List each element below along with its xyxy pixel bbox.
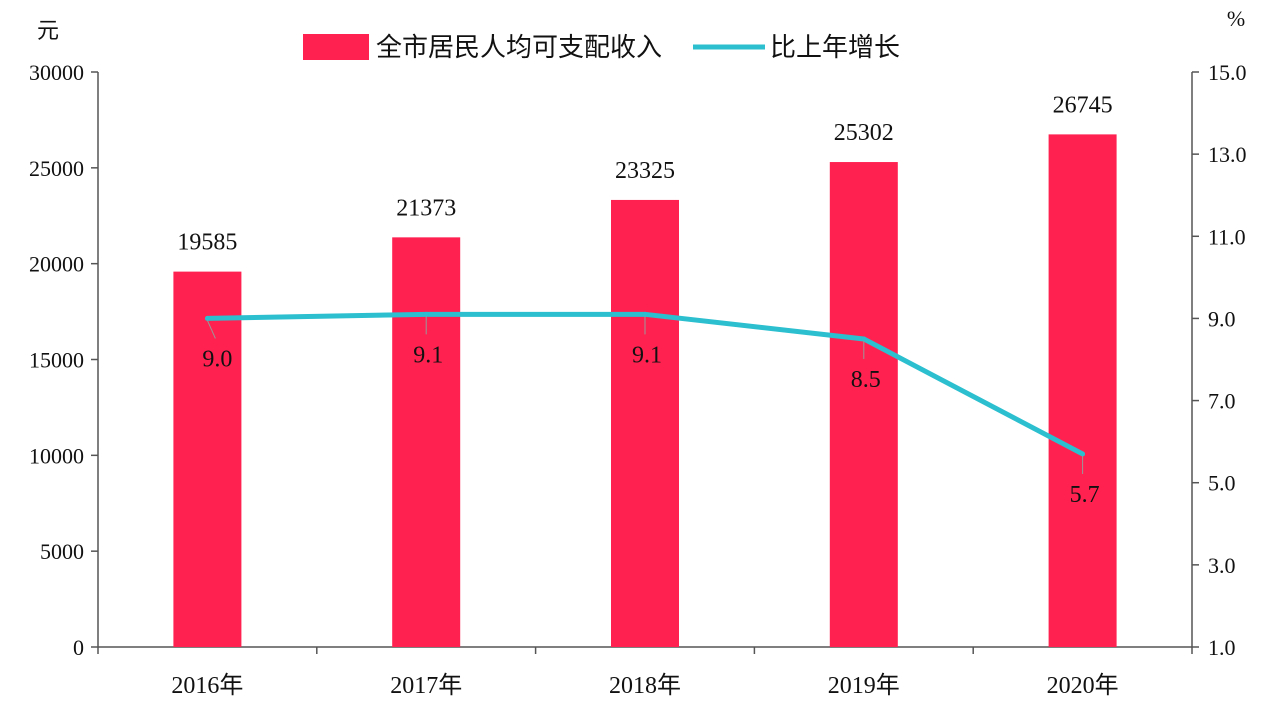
bar: [1048, 134, 1117, 647]
growth-value-label: 9.1: [413, 342, 443, 368]
right-tick-label: 9.0: [1208, 306, 1236, 331]
bar: [173, 271, 242, 647]
right-tick-label: 13.0: [1208, 142, 1247, 167]
growth-point: [1080, 451, 1086, 457]
growth-value-label: 9.1: [632, 342, 662, 368]
x-tick-label: 2018年: [609, 672, 681, 699]
right-tick-label: 3.0: [1208, 553, 1236, 578]
plot-area: 0 5000 10000 15000 20000 25000 30000 1.0 3.0 5.0 7…: [29, 60, 1247, 699]
bar-value-label: 19585: [177, 230, 237, 256]
left-tick-label: 0: [73, 635, 84, 660]
bar-value-label: 21373: [396, 195, 456, 221]
growth-value-label: 5.7: [1070, 482, 1100, 508]
bar-value-label: 23325: [615, 158, 675, 184]
left-tick-label: 30000: [29, 60, 84, 85]
right-axis-unit: %: [1227, 6, 1245, 31]
left-tick-label: 25000: [29, 156, 84, 181]
legend: 全市居民人均可支配收入 比上年增长: [303, 33, 900, 63]
left-tick-label: 20000: [29, 252, 84, 277]
x-tick-label: 2019年: [828, 672, 900, 699]
bar-value-label: 26745: [1053, 92, 1113, 118]
growth-value-label: 9.0: [202, 346, 232, 372]
bar: [611, 199, 679, 647]
left-tick-label: 5000: [40, 539, 84, 564]
left-tick-label: 15000: [29, 348, 84, 373]
growth-point: [423, 311, 429, 317]
left-axis-unit: 元: [37, 18, 59, 43]
growth-value-label: 8.5: [851, 367, 881, 393]
bar-value-label: 25302: [834, 120, 894, 146]
left-tick-label: 10000: [29, 443, 84, 468]
x-tick-label: 2017年: [390, 672, 462, 699]
growth-point: [204, 315, 210, 321]
x-tick-label: 2016年: [171, 672, 243, 699]
growth-point: [642, 311, 648, 317]
x-tick-label: 2020年: [1047, 672, 1119, 699]
right-tick-label: 5.0: [1208, 471, 1236, 496]
right-tick-label: 11.0: [1208, 224, 1246, 249]
right-tick-label: 1.0: [1208, 635, 1236, 660]
legend-bar-swatch: [303, 34, 369, 60]
right-tick-label: 7.0: [1208, 389, 1236, 414]
legend-bar-label: 全市居民人均可支配收入: [376, 33, 662, 63]
right-tick-label: 15.0: [1208, 60, 1247, 85]
bar: [829, 162, 898, 648]
legend-line-label: 比上年增长: [770, 33, 900, 63]
growth-leader-line: [206, 320, 216, 339]
bar: [392, 237, 461, 647]
growth-point: [861, 336, 867, 342]
